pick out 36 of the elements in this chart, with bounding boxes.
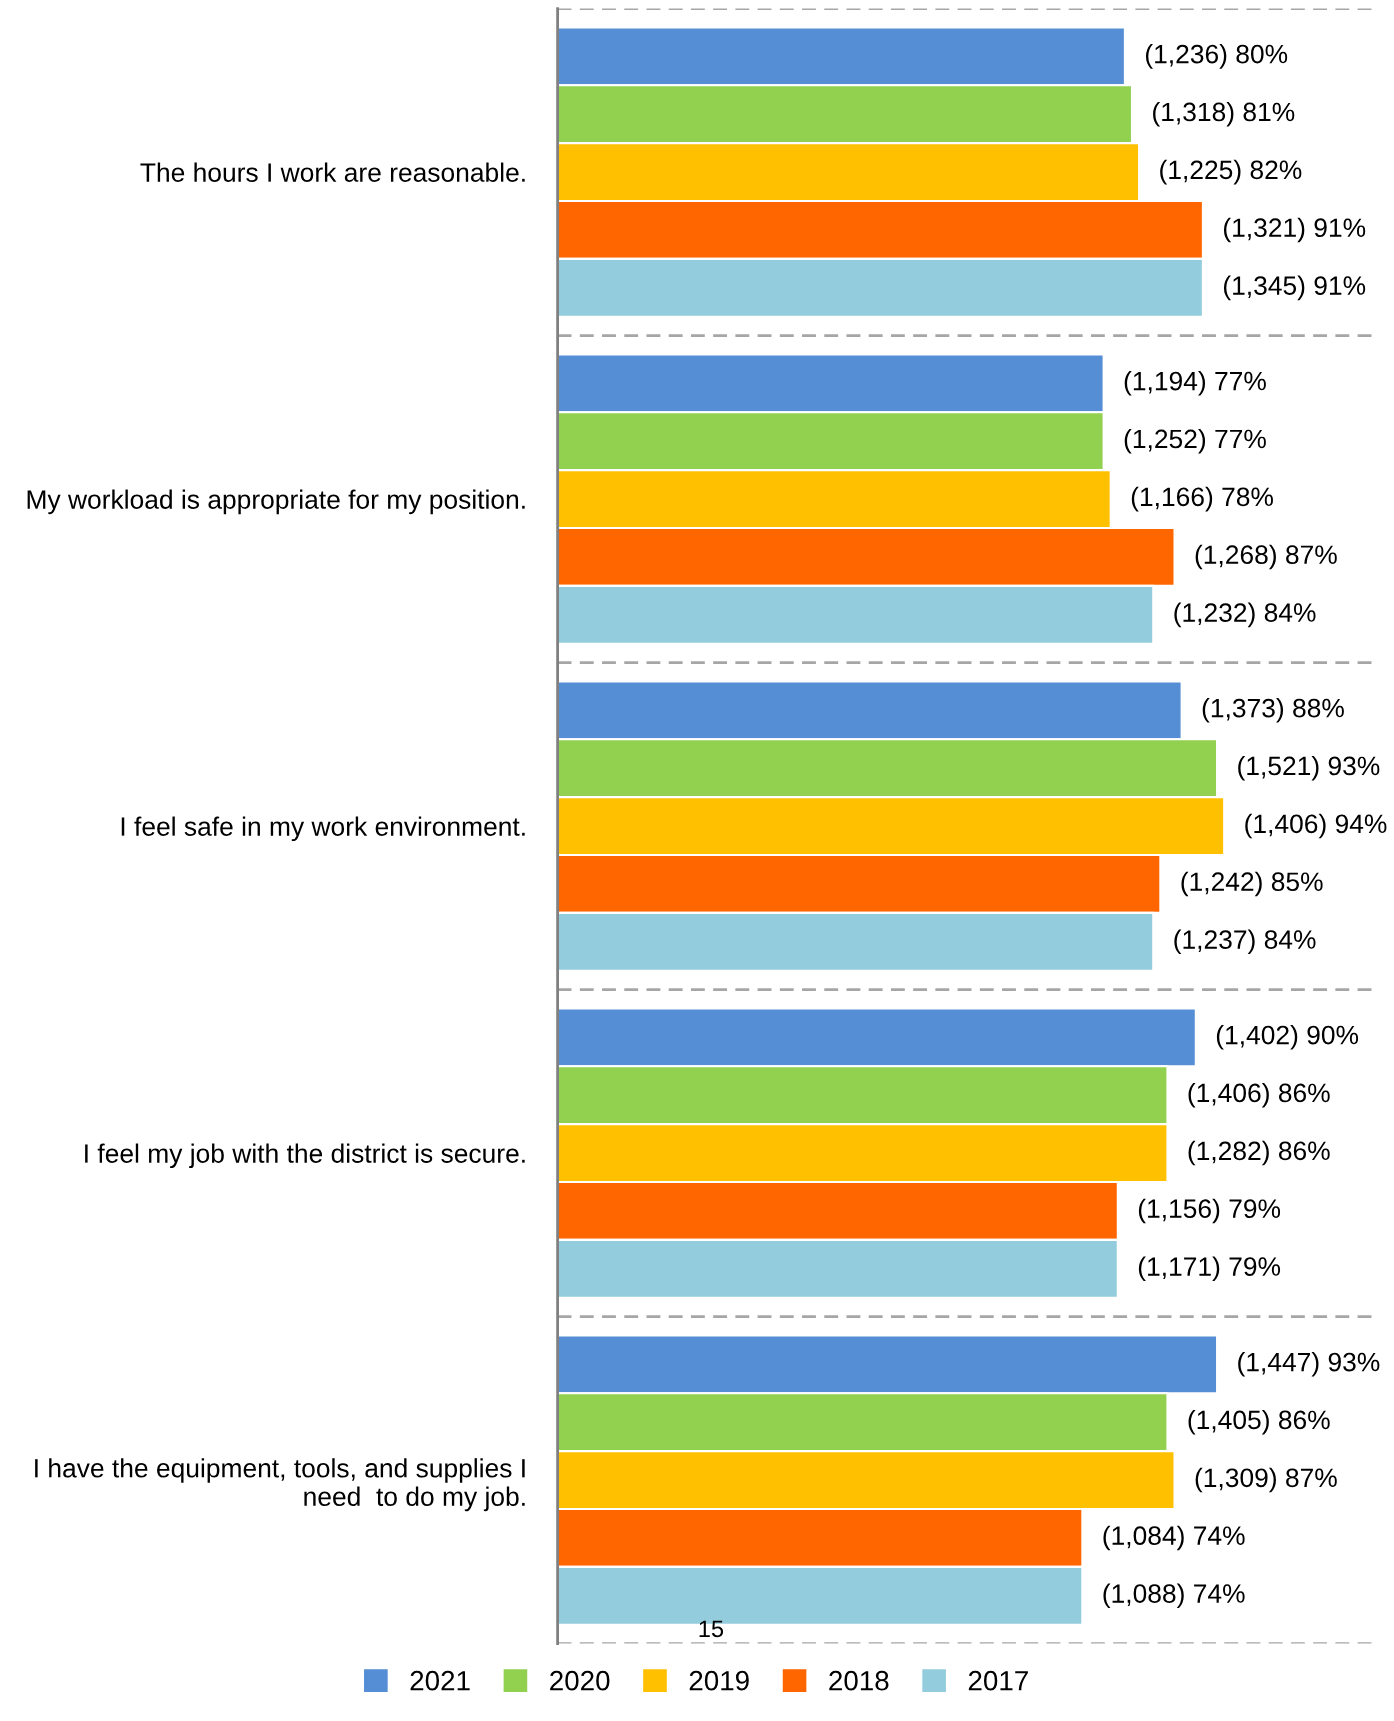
- data-label: (1,406) 86%: [1188, 1082, 1330, 1108]
- data-label: (1,345) 91%: [1223, 275, 1366, 301]
- annotation: 15: [699, 1620, 724, 1638]
- data-label: (1,318) 81%: [1153, 101, 1295, 127]
- data-label: (1,309) 87%: [1195, 1467, 1337, 1493]
- y-tick-label: I have the equipment, tools, and supplies I need to do my job.: [35, 1458, 525, 1512]
- data-label: (1,521) 93%: [1238, 755, 1380, 781]
- data-label: (1,194) 77%: [1124, 371, 1266, 396]
- data-label: (1,402) 90%: [1216, 1025, 1359, 1050]
- data-label: (1,268) 87%: [1195, 544, 1337, 570]
- data-label: (1,321) 91%: [1223, 217, 1366, 243]
- data-label: (1,405) 86%: [1188, 1409, 1330, 1435]
- data-label: (1,171) 79%: [1138, 1256, 1281, 1282]
- data-label: (1,237) 84%: [1174, 929, 1316, 955]
- data-label: (1,084) 74%: [1103, 1525, 1245, 1551]
- y-tick-label: The hours I work are reasonable.: [140, 162, 525, 182]
- data-label: (1,156) 79%: [1138, 1198, 1281, 1224]
- y-tick-label: My workload is appropriate for my position.: [27, 489, 525, 515]
- data-label: (1,252) 77%: [1124, 428, 1266, 454]
- legend-label: 2017: [968, 1670, 1028, 1691]
- data-label: (1,088) 74%: [1103, 1583, 1245, 1609]
- data-label: (1,166) 78%: [1131, 486, 1273, 512]
- y-tick-label: I feel safe in my work environment.: [121, 816, 525, 842]
- legend-label: 2020: [550, 1670, 610, 1691]
- data-label: (1,406) 94%: [1245, 813, 1387, 839]
- data-label: (1,447) 93%: [1238, 1352, 1380, 1377]
- legend-label: 2018: [829, 1670, 889, 1691]
- data-label: (1,232) 84%: [1174, 602, 1316, 628]
- legend-label: 2021: [410, 1670, 470, 1691]
- data-label: (1,282) 86%: [1188, 1140, 1330, 1166]
- data-label: (1,225) 82%: [1160, 159, 1302, 185]
- data-label: (1,242) 85%: [1181, 871, 1323, 897]
- data-label: (1,236) 80%: [1145, 44, 1288, 69]
- y-tick-label: I feel my job with the district is secure.: [85, 1143, 525, 1169]
- legend-label: 2019: [689, 1670, 749, 1691]
- data-label: (1,373) 88%: [1202, 698, 1344, 723]
